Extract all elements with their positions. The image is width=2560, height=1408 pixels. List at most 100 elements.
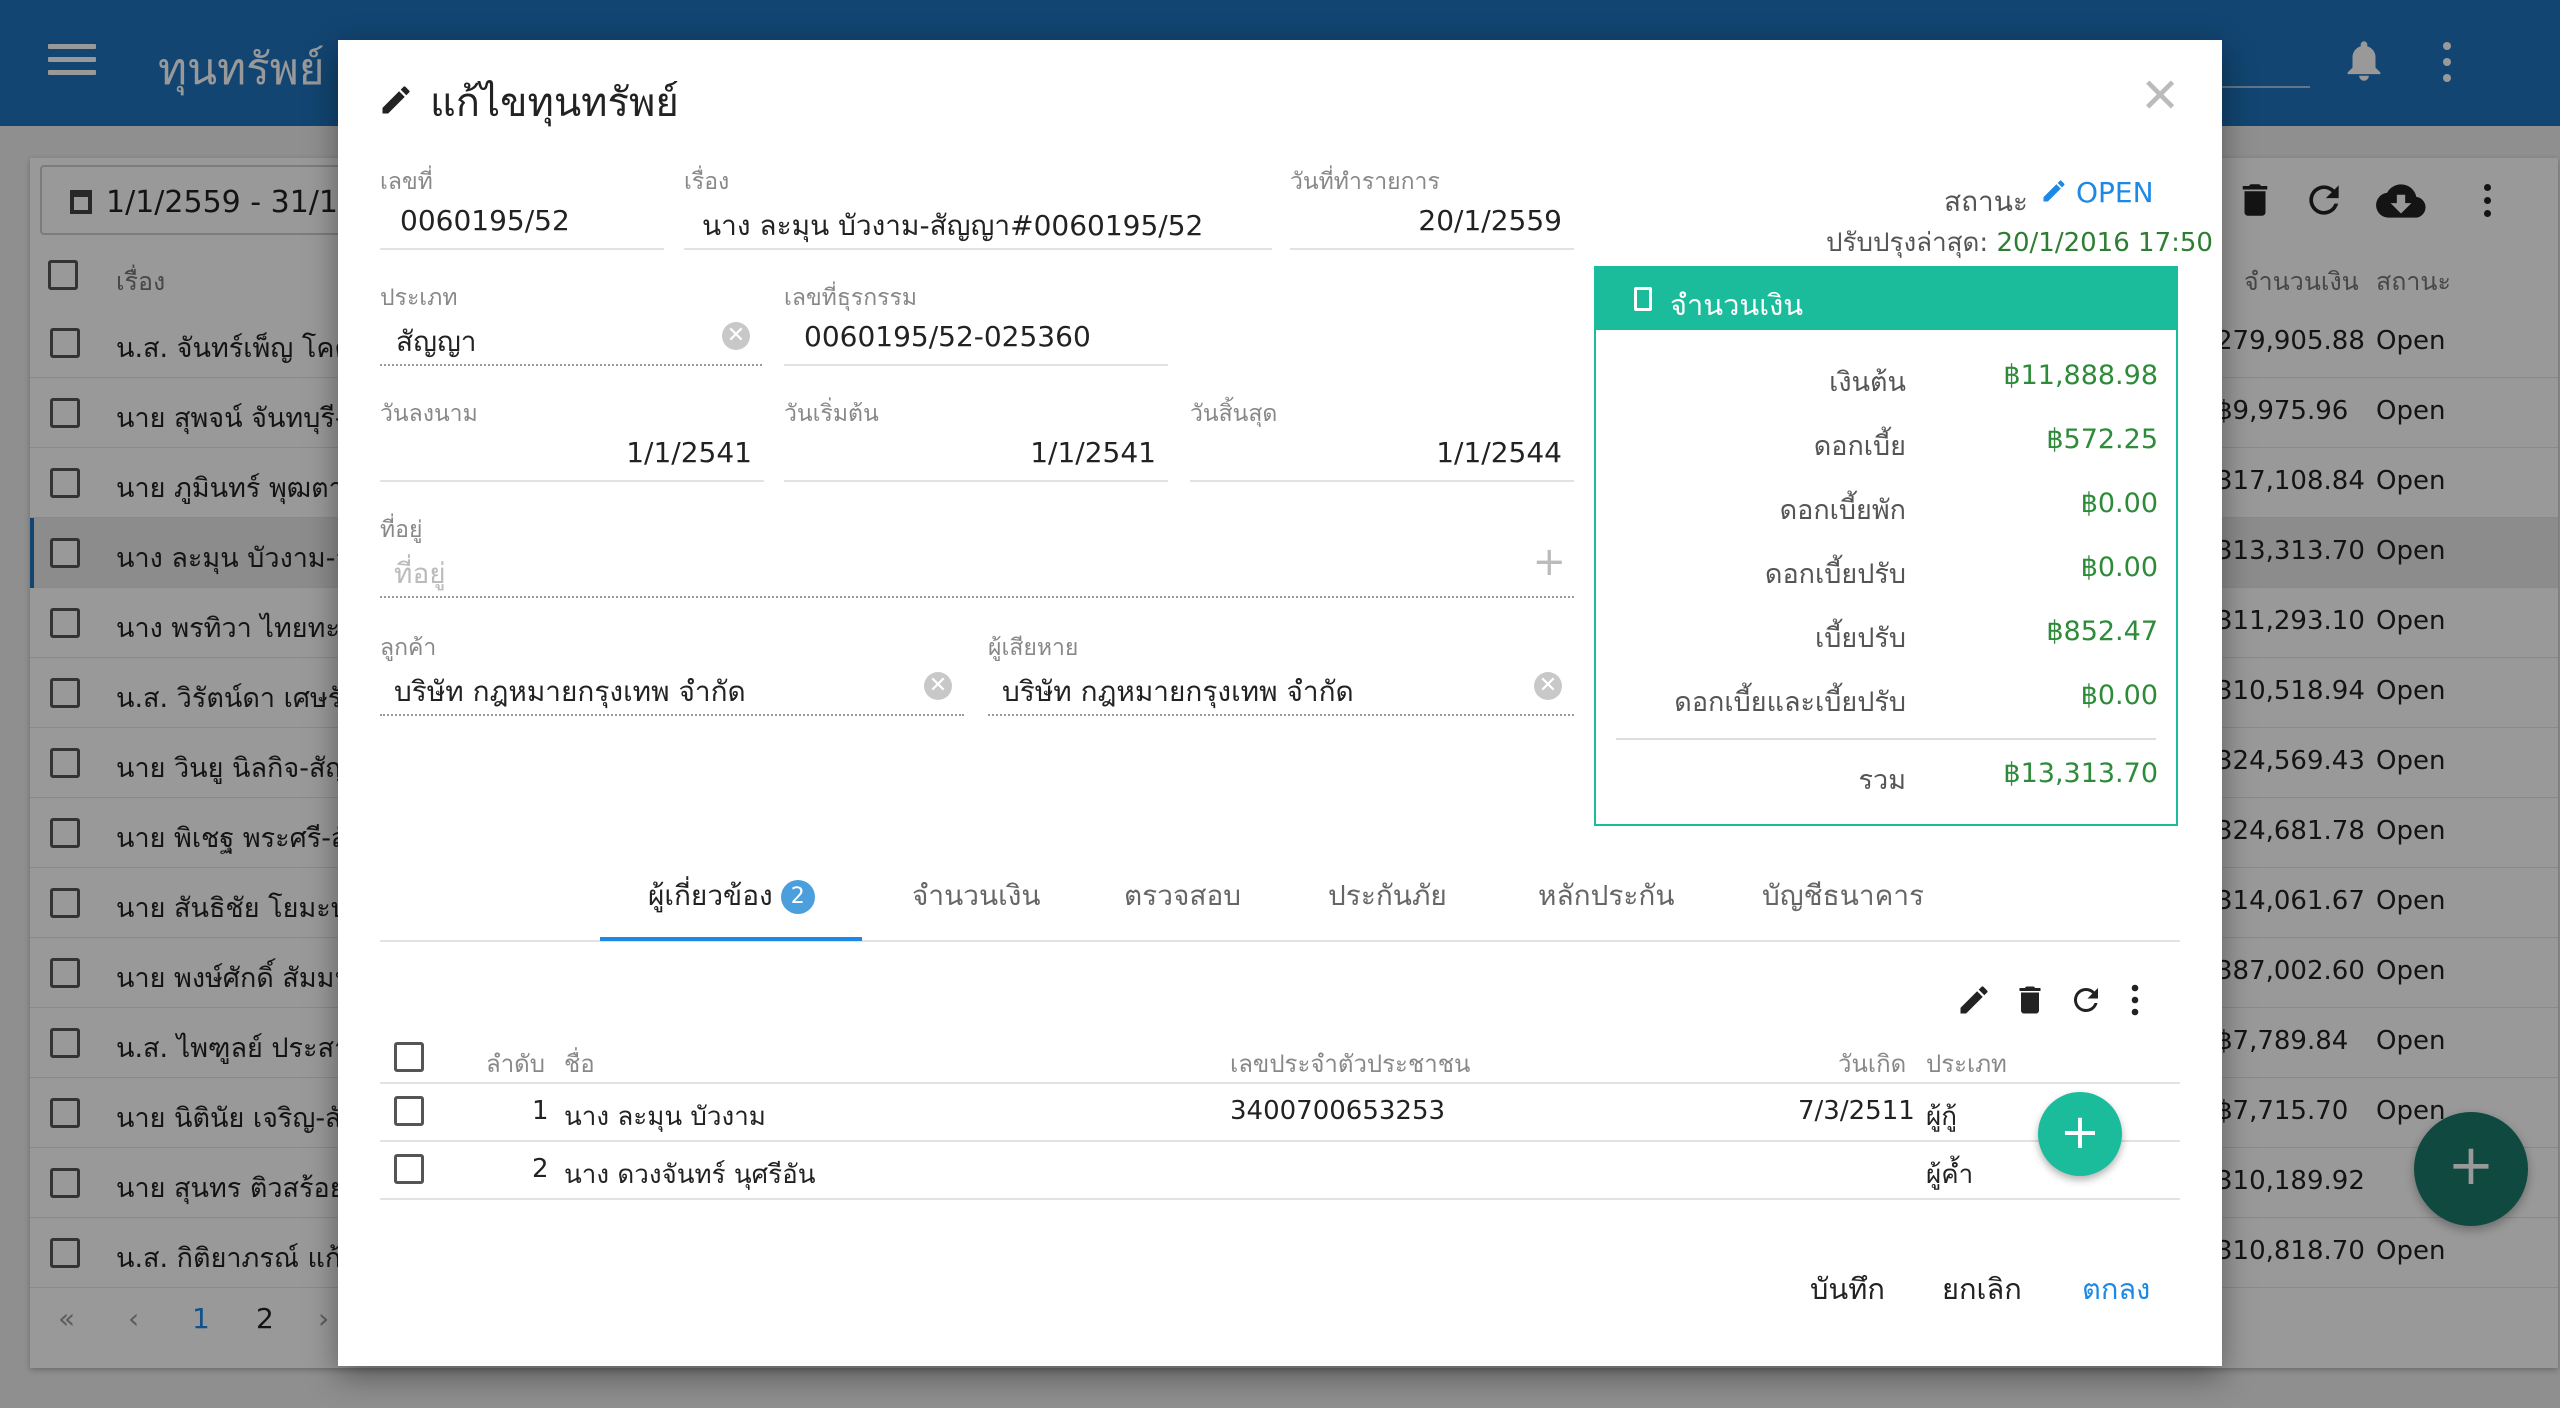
row-name: นาย ภูมินทร์ พุฒตา-สั [116, 473, 371, 504]
edit-dialog: แก้ไขทุนทรัพย์ ✕ เลขที่ 0060195/52 เรื่อ… [338, 40, 2222, 1366]
page-2-button[interactable]: 2 [256, 1302, 274, 1335]
row-checkbox[interactable] [394, 1096, 424, 1126]
row-amount: 314,061.67 [2216, 886, 2365, 916]
cancel-button[interactable]: ยกเลิก [1942, 1272, 2022, 1306]
address-field[interactable]: ที่อยู่ + [380, 540, 1574, 598]
more-vert-icon[interactable] [2482, 184, 2492, 224]
row-checkbox[interactable] [50, 1238, 80, 1268]
row-name: น.ส. วิรัตน์ดา เศษรักษ [116, 683, 377, 714]
add-person-fab[interactable]: + [2038, 1092, 2122, 1176]
row-checkbox[interactable] [50, 888, 80, 918]
row-amount: ฿9,975.96 [2216, 396, 2349, 426]
money-row: ดอกเบี้ย ฿572.25 [1596, 424, 2176, 464]
money-total-value: ฿13,313.70 [2003, 758, 2158, 789]
tab-divider [380, 940, 2180, 942]
row-checkbox[interactable] [50, 818, 80, 848]
customer-select[interactable]: บริษัท กฎหมายกรุงเทพ จำกัด ✕ [380, 658, 964, 716]
row-amount: 311,293.10 [2216, 606, 2365, 636]
more-vert-icon[interactable] [2128, 982, 2142, 1018]
row-checkbox[interactable] [50, 398, 80, 428]
money-value: ฿852.47 [2046, 616, 2158, 647]
row-checkbox[interactable] [394, 1154, 424, 1184]
money-value: ฿0.00 [2080, 552, 2158, 583]
damaged-value: บริษัท กฎหมายกรุงเทพ จำกัด [1002, 675, 1354, 708]
sign-date-field[interactable]: 1/1/2541 [380, 424, 764, 482]
calendar-icon [70, 190, 92, 214]
clear-icon[interactable]: ✕ [924, 672, 952, 700]
row-checkbox[interactable] [50, 328, 80, 358]
start-date-field[interactable]: 1/1/2541 [784, 424, 1168, 482]
row-status: Open [2376, 606, 2446, 636]
number-field[interactable]: 0060195/52 [380, 192, 664, 250]
row-name: น.ส. กิติยาภรณ์ แก้วบ [116, 1243, 374, 1274]
updated-value: 20/1/2016 17:50 [1996, 228, 2213, 258]
prev-page-button[interactable]: ‹ [128, 1302, 140, 1335]
type-select[interactable]: สัญญา ✕ [380, 308, 762, 366]
label-customer: ลูกค้า [380, 635, 437, 661]
tab-amount[interactable]: จำนวนเงิน [912, 879, 1041, 912]
status-button[interactable]: OPEN [2040, 176, 2154, 209]
clear-icon[interactable]: ✕ [722, 322, 750, 350]
tab-audit[interactable]: ตรวจสอบ [1124, 879, 1242, 912]
money-row: ดอกเบี้ยพัก ฿0.00 [1596, 488, 2176, 528]
date-range-button[interactable]: 1/1/2559 - 31/12/2 [40, 165, 350, 235]
save-button[interactable]: บันทึก [1810, 1272, 1885, 1306]
edit-icon[interactable] [1956, 982, 1992, 1018]
row-id: 3400700653253 [1230, 1096, 1446, 1126]
row-checkbox[interactable] [50, 468, 80, 498]
row-status: Open [2376, 1236, 2446, 1266]
more-vert-icon[interactable] [2440, 42, 2454, 82]
menu-icon[interactable] [48, 44, 96, 84]
row-amount: 324,569.43 [2216, 746, 2365, 776]
first-page-button[interactable]: « [58, 1302, 76, 1335]
tab-insurance[interactable]: ประกันภัย [1328, 879, 1447, 912]
row-checkbox[interactable] [50, 1028, 80, 1058]
refresh-icon[interactable] [2068, 982, 2104, 1018]
row-checkbox[interactable] [50, 608, 80, 638]
ok-button[interactable]: ตกลง [2082, 1272, 2151, 1306]
bell-icon[interactable] [2344, 38, 2384, 84]
row-name: นาง ละมุน บัวงาม-สัญ [116, 543, 375, 574]
row-checkbox[interactable] [50, 1098, 80, 1128]
subject-field[interactable]: นาง ละมุน บัวงาม-สัญญา#0060195/52 [684, 192, 1272, 250]
row-name: นาย พงษ์ศักดิ์ สัมมนา [116, 963, 369, 994]
tab-collateral[interactable]: หลักประกัน [1538, 879, 1675, 912]
next-page-button[interactable]: › [318, 1302, 330, 1335]
money-label: เงินต้น [1829, 367, 1906, 398]
txn-no-field[interactable]: 0060195/52-025360 [784, 308, 1168, 366]
row-dob: 7/3/2511 [1798, 1096, 1915, 1126]
add-icon[interactable]: + [1532, 540, 1566, 585]
row-checkbox[interactable] [50, 748, 80, 778]
header-name: ชื่อ [564, 1050, 595, 1078]
add-fab[interactable]: + [2414, 1112, 2528, 1226]
select-all-checkbox[interactable] [48, 260, 78, 290]
table-row[interactable]: นาง พรทิวา ไทยทะวิ 311,293.10 Open [30, 588, 2558, 658]
page-1-button[interactable]: 1 [192, 1302, 210, 1335]
row-checkbox[interactable] [50, 678, 80, 708]
end-date-field[interactable]: 1/1/2544 [1190, 424, 1574, 482]
cloud-download-icon[interactable] [2376, 176, 2426, 226]
table-row[interactable]: นาย วินยู นิลกิจ-สัญ 324,569.43 Open [30, 728, 2558, 798]
table-row[interactable]: นาย สุพจน์ จันทบุรี-สั ฿9,975.96 Open [30, 378, 2558, 448]
close-icon[interactable]: ✕ [2140, 68, 2181, 124]
row-status: Open [2376, 746, 2446, 776]
tab-related-parties[interactable]: ผู้เกี่ยวข้อง 2 [648, 874, 815, 918]
txn-date-field[interactable]: 20/1/2559 [1290, 192, 1574, 250]
money-summary-card: จำนวนเงิน เงินต้น ฿11,888.98 ดอกเบี้ย ฿572… [1594, 266, 2178, 826]
delete-icon[interactable] [2234, 178, 2276, 222]
address-placeholder: ที่อยู่ [394, 557, 446, 590]
tab-label: ผู้เกี่ยวข้อง [648, 879, 773, 912]
app-title: ทุนทรัพย์ [158, 44, 325, 95]
damaged-select[interactable]: บริษัท กฎหมายกรุงเทพ จำกัด ✕ [988, 658, 1574, 716]
row-checkbox[interactable] [50, 538, 80, 568]
header-amount: จำนวนเงิน [2244, 267, 2359, 296]
label-subject: เรื่อง [684, 169, 730, 195]
select-all-checkbox[interactable] [394, 1042, 424, 1072]
row-checkbox[interactable] [50, 958, 80, 988]
tab-bank-account[interactable]: บัญชีธนาคาร [1762, 879, 1925, 912]
delete-icon[interactable] [2012, 982, 2048, 1018]
row-name: นาย วินยู นิลกิจ-สัญ [116, 753, 349, 784]
header-status: สถานะ [2376, 267, 2451, 296]
clear-icon[interactable]: ✕ [1534, 672, 1562, 700]
row-checkbox[interactable] [50, 1168, 80, 1198]
